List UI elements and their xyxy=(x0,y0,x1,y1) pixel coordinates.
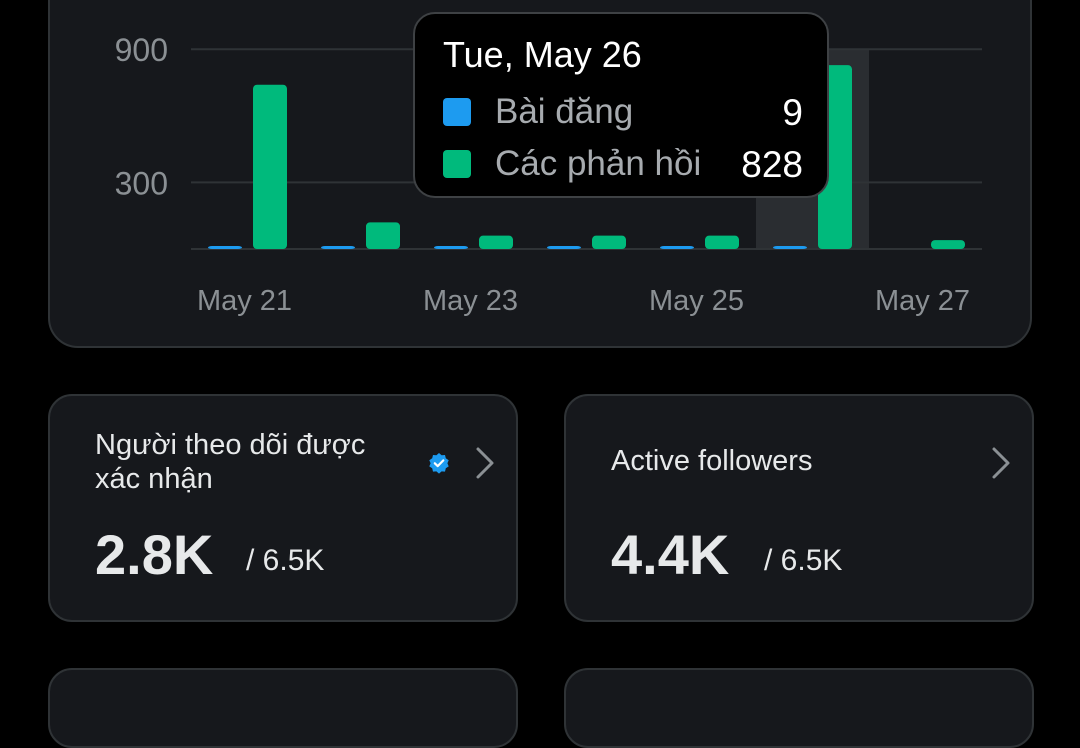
active-followers-total: / 6.5K xyxy=(764,544,843,577)
bar-posts xyxy=(321,246,355,249)
bar-replies xyxy=(253,84,287,249)
tooltip-date: Tue, May 26 xyxy=(443,34,642,75)
verified-badge-icon xyxy=(428,452,450,479)
bar-posts xyxy=(434,246,468,249)
verified-followers-card[interactable]: Người theo dõi được xác nhận 2.8K / 6.5K xyxy=(48,394,518,622)
bar-replies xyxy=(366,222,400,249)
stat-card-partial-right[interactable] xyxy=(564,668,1034,748)
activity-chart-card: 900 300 May 21 May 23 May 25 May 27 Tue, May … xyxy=(48,0,1032,348)
x-tick-label: May 21 xyxy=(197,285,292,317)
bar-posts xyxy=(208,246,242,249)
verified-followers-total: / 6.5K xyxy=(246,544,325,577)
active-followers-value: 4.4K xyxy=(611,523,730,586)
tooltip-value-replies: 828 xyxy=(741,144,803,185)
chevron-right-icon[interactable] xyxy=(474,446,498,485)
verified-followers-title: Người theo dõi được xác nhận xyxy=(95,429,366,495)
tooltip-swatch-posts xyxy=(443,98,471,126)
tooltip-row-posts: Bài đăng 9 xyxy=(443,92,803,133)
chart-tooltip: Tue, May 26 Bài đăng 9 Các phản hồi 828 xyxy=(413,12,829,198)
y-tick-label: 900 xyxy=(115,32,168,68)
x-tick-label: May 23 xyxy=(423,285,518,317)
tooltip-label-replies: Các phản hồi xyxy=(495,144,702,183)
bar-replies xyxy=(705,235,739,249)
tooltip-label-posts: Bài đăng xyxy=(495,92,634,131)
bar-posts xyxy=(660,246,694,249)
bar-replies xyxy=(592,235,626,249)
active-followers-title: Active followers xyxy=(611,445,813,477)
x-tick-label: May 27 xyxy=(875,285,970,317)
bar-posts xyxy=(547,246,581,249)
chevron-right-icon[interactable] xyxy=(990,446,1014,485)
x-tick-label: May 25 xyxy=(649,285,744,317)
stat-card-partial-left[interactable] xyxy=(48,668,518,748)
tooltip-row-replies: Các phản hồi 828 xyxy=(443,144,803,185)
active-followers-card[interactable]: Active followers 4.4K / 6.5K xyxy=(564,394,1034,622)
verified-followers-value: 2.8K xyxy=(95,523,214,586)
tooltip-swatch-replies xyxy=(443,150,471,178)
bar-replies xyxy=(479,235,513,249)
bar-posts xyxy=(773,246,807,249)
tooltip-value-posts: 9 xyxy=(782,92,803,133)
bar-replies xyxy=(931,240,965,249)
y-tick-label: 300 xyxy=(115,165,168,201)
